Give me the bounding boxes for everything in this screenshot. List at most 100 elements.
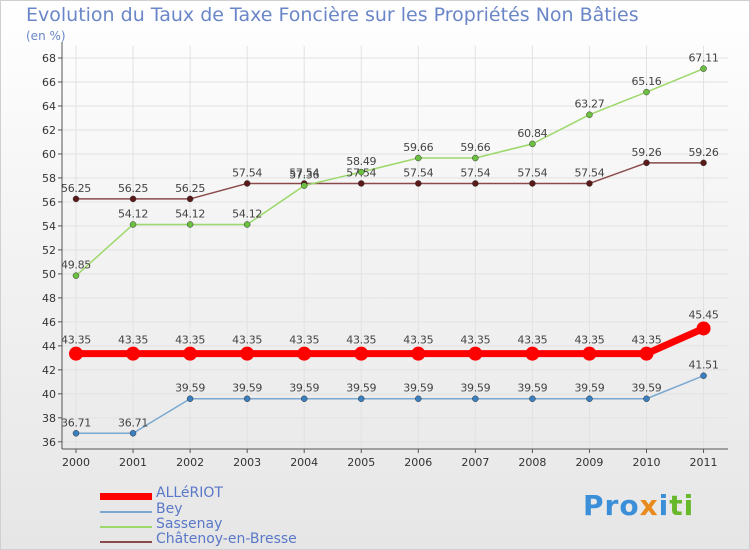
legend-swatch-sassenay — [100, 526, 152, 528]
data-point-0-2 — [183, 346, 198, 361]
proxiti-logo[interactable]: Proxiti — [583, 489, 695, 522]
data-label-1-0: 36.71 — [61, 416, 91, 429]
data-point-2-6 — [415, 154, 422, 162]
y-tick-label-60: 60 — [42, 148, 56, 161]
y-tick-label-44: 44 — [42, 340, 56, 353]
y-tick-label-46: 46 — [42, 316, 56, 329]
data-label-2-1: 54.12 — [118, 207, 148, 220]
y-tick-label-64: 64 — [42, 100, 56, 113]
data-point-1-0 — [72, 430, 80, 437]
data-label-3-5: 57.54 — [346, 166, 376, 179]
data-label-3-8: 57.54 — [517, 166, 547, 179]
data-point-1-9 — [586, 395, 593, 402]
data-point-2-10 — [643, 88, 650, 96]
data-label-0-0: 43.35 — [61, 334, 91, 347]
x-tick-label-2006: 2006 — [404, 456, 432, 469]
data-label-1-6: 39.59 — [403, 382, 433, 395]
data-label-0-5: 43.35 — [346, 334, 376, 347]
data-label-1-11: 41.51 — [689, 359, 719, 372]
data-label-1-1: 36.71 — [118, 416, 148, 429]
x-tick-label-2005: 2005 — [347, 456, 375, 469]
data-label-2-10: 65.16 — [632, 75, 662, 88]
data-point-0-11 — [696, 321, 711, 336]
data-label-3-4: 57.54 — [289, 166, 319, 179]
x-tick-label-2010: 2010 — [633, 456, 661, 469]
data-point-2-9 — [586, 111, 593, 118]
data-label-3-11: 59.26 — [689, 146, 719, 159]
data-point-1-10 — [643, 395, 650, 402]
y-tick-label-58: 58 — [42, 172, 56, 185]
data-point-2-2 — [186, 221, 194, 228]
data-label-0-4: 43.35 — [289, 334, 319, 347]
x-tick-label-2008: 2008 — [518, 456, 546, 469]
data-point-2-5 — [358, 168, 365, 176]
chart-title: Evolution du Taux de Taxe Foncière sur l… — [26, 4, 639, 26]
data-point-3-5 — [358, 180, 365, 187]
data-point-1-2 — [186, 395, 194, 402]
data-point-0-4 — [297, 346, 312, 361]
data-label-0-9: 43.35 — [574, 334, 604, 347]
data-point-0-1 — [126, 346, 141, 361]
data-label-2-7: 59.66 — [460, 141, 490, 154]
data-point-3-7 — [472, 180, 479, 187]
data-point-1-7 — [472, 395, 479, 402]
data-point-1-3 — [243, 395, 251, 402]
data-point-3-10 — [643, 159, 650, 167]
x-tick-label-2009: 2009 — [575, 456, 603, 469]
data-point-0-6 — [411, 346, 426, 361]
series-line-0 — [72, 324, 708, 358]
legend-swatch-bey — [100, 511, 152, 513]
series-line-3 — [75, 162, 705, 200]
legend-label-sassenay: Sassenay — [156, 516, 223, 532]
legend-swatch-alleriot — [100, 493, 152, 500]
data-point-3-6 — [415, 180, 422, 187]
data-point-3-2 — [186, 195, 194, 203]
data-label-0-3: 43.35 — [232, 334, 262, 347]
data-label-2-8: 60.84 — [517, 127, 547, 140]
y-tick-label-38: 38 — [42, 412, 56, 425]
data-label-3-1: 56.25 — [118, 182, 148, 195]
unit-label: (en %) — [26, 29, 66, 43]
data-point-1-11 — [700, 372, 707, 379]
data-point-2-8 — [529, 140, 536, 148]
data-label-2-0: 49.85 — [61, 259, 91, 272]
data-label-2-2: 54.12 — [175, 207, 205, 220]
data-point-2-7 — [472, 154, 479, 162]
data-label-0-11: 45.45 — [689, 308, 719, 321]
data-label-3-0: 56.25 — [61, 182, 91, 195]
data-label-1-7: 39.59 — [460, 382, 490, 395]
data-label-2-6: 59.66 — [403, 141, 433, 154]
data-point-0-5 — [354, 346, 369, 361]
data-point-2-4 — [300, 182, 308, 189]
data-label-0-1: 43.35 — [118, 334, 148, 347]
data-label-0-10: 43.35 — [632, 334, 662, 347]
y-tick-label-48: 48 — [42, 292, 56, 305]
data-label-0-2: 43.35 — [175, 334, 205, 347]
data-point-0-10 — [639, 346, 654, 361]
data-point-2-1 — [129, 221, 137, 228]
data-label-2-9: 63.27 — [574, 98, 604, 111]
data-point-1-8 — [529, 395, 536, 402]
data-point-0-9 — [582, 346, 597, 361]
x-tick-label-2000: 2000 — [62, 456, 90, 469]
data-label-3-7: 57.54 — [460, 166, 490, 179]
data-label-1-3: 39.59 — [232, 382, 262, 395]
data-label-0-6: 43.35 — [403, 334, 433, 347]
data-point-0-7 — [468, 346, 483, 361]
series-line-1 — [75, 374, 705, 435]
data-label-1-10: 39.59 — [632, 382, 662, 395]
data-label-1-2: 39.59 — [175, 382, 205, 395]
data-point-1-5 — [358, 395, 365, 402]
data-label-1-5: 39.59 — [346, 382, 376, 395]
data-point-3-3 — [243, 180, 251, 187]
data-label-2-3: 54.12 — [232, 207, 262, 220]
data-point-3-0 — [72, 195, 80, 203]
data-label-3-9: 57.54 — [574, 166, 604, 179]
y-tick-label-68: 68 — [42, 52, 56, 65]
x-tick-label-2002: 2002 — [176, 456, 204, 469]
data-point-2-3 — [243, 221, 251, 228]
y-tick-label-42: 42 — [42, 364, 56, 377]
data-point-1-1 — [129, 430, 137, 437]
data-label-2-4: 57.36 — [289, 169, 319, 182]
